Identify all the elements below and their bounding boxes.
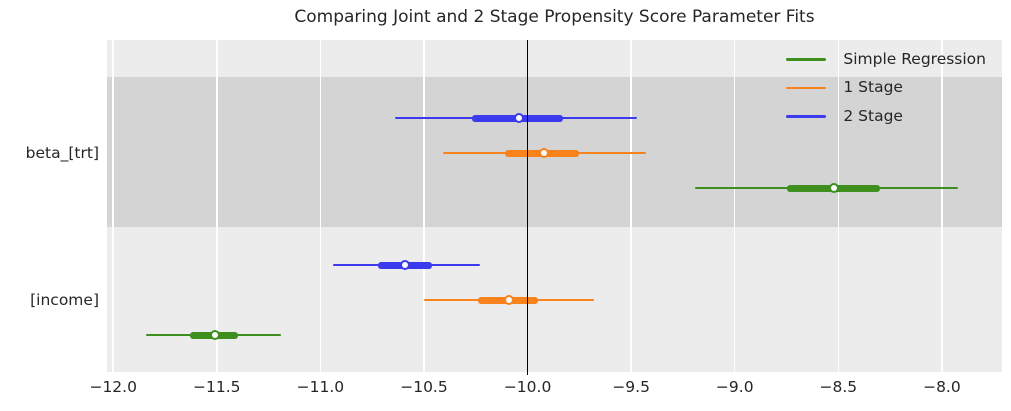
gridline [941,40,943,372]
legend-swatch-line [786,115,827,118]
x-tick-label: −10.0 [503,378,552,396]
gridline [423,40,425,372]
point-marker [400,259,411,270]
legend-label: 2 Stage [843,106,903,125]
point-marker [514,112,525,123]
legend: Simple Regression 1 Stage 2 Stage [786,50,986,126]
reference-line [526,40,529,375]
point-marker [538,147,549,158]
point-marker [503,294,514,305]
legend-swatch-line [786,86,827,90]
x-tick-label: −11.5 [193,378,241,396]
x-tick-label: −8.5 [819,378,858,396]
y-tick-label: [income] [30,291,99,309]
x-tick-label: −8.0 [923,378,961,396]
legend-item: 1 Stage [786,78,986,97]
legend-swatch-line [786,58,827,61]
chart-title: Comparing Joint and 2 Stage Propensity S… [294,7,815,27]
legend-item: 2 Stage [786,107,986,126]
gridline [112,40,114,372]
plot-area: Simple Regression 1 Stage 2 Stage [107,40,1002,375]
legend-label: Simple Regression [843,50,986,68]
y-tick-label: beta_[trt] [25,144,99,162]
gridline [216,40,218,372]
legend-item: Simple Regression [786,50,986,69]
gridline [319,40,322,372]
x-tick-label: −10.5 [400,378,448,396]
point-marker [828,182,839,193]
legend-label: 1 Stage [843,78,903,97]
x-tick-label: −11.0 [296,378,345,396]
point-marker [209,329,220,340]
gridline [630,40,632,372]
x-tick-label: −9.5 [612,378,650,396]
x-tick-label: −9.0 [715,378,754,396]
gridline [837,40,840,372]
gridline [733,40,736,372]
x-tick-label: −12.0 [89,378,137,396]
